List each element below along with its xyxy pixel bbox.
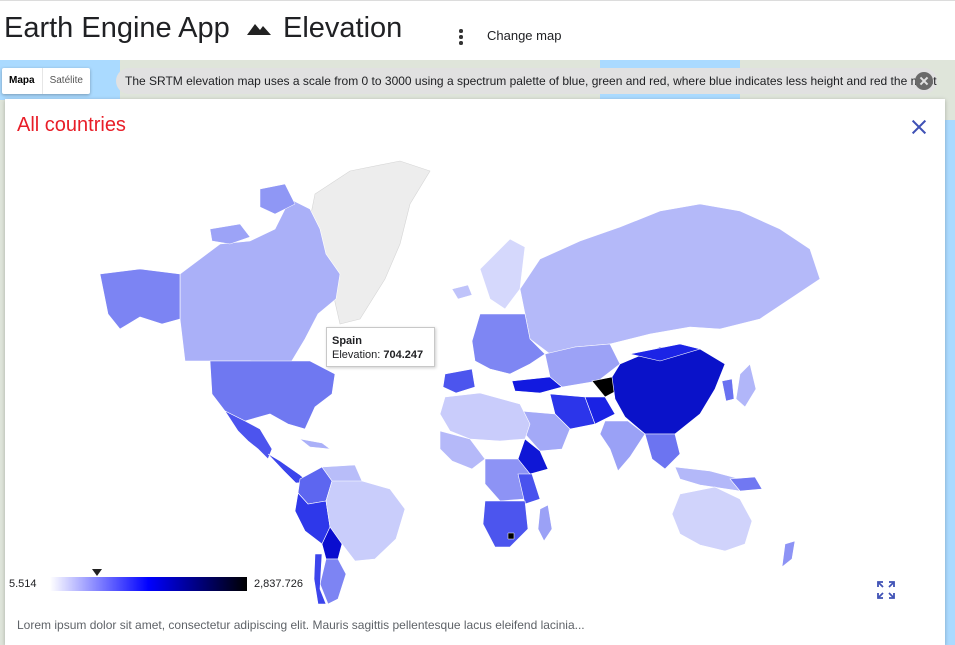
fullscreen-icon[interactable] xyxy=(877,581,895,599)
country-spain xyxy=(442,368,476,394)
country-ethiopia xyxy=(517,438,549,475)
map-type-satellite-button[interactable]: Satélite xyxy=(41,68,90,94)
card-description: Lorem ipsum dolor sit amet, consectetur … xyxy=(17,618,585,632)
info-banner: The SRTM elevation map uses a scale from… xyxy=(116,68,937,94)
country-australia xyxy=(671,486,753,552)
country-new-zealand xyxy=(781,540,796,568)
map-type-map-button[interactable]: Mapa xyxy=(9,75,35,86)
cancel-icon[interactable] xyxy=(915,72,933,90)
country-turkey xyxy=(511,376,563,394)
map-type-control: Mapa Satélite xyxy=(2,68,90,94)
chart-card: All countries xyxy=(5,99,945,645)
app-header: Earth Engine App Elevation Change map xyxy=(0,0,955,60)
tooltip-metric-label: Elevation: xyxy=(332,349,381,361)
country-brazil xyxy=(325,480,406,562)
app-title: Earth Engine App xyxy=(4,12,230,44)
legend-gradient xyxy=(50,577,247,591)
country-madagascar xyxy=(537,504,553,542)
change-map-button[interactable]: Change map xyxy=(487,28,562,43)
geo-chart-map[interactable] xyxy=(100,149,820,604)
legend-max-label: 2,837.726 xyxy=(254,578,303,590)
country-bolivia xyxy=(321,526,343,560)
country-usa xyxy=(209,360,336,430)
terrain-icon xyxy=(247,24,271,35)
legend-value-marker xyxy=(92,569,102,576)
page-title: Elevation xyxy=(283,12,403,44)
country-india xyxy=(599,420,646,472)
country-argentina xyxy=(319,558,347,604)
country-chile xyxy=(313,553,327,604)
country-africa-east xyxy=(517,473,541,505)
country-africa-west xyxy=(439,430,486,470)
tooltip-country-name: Spain xyxy=(332,335,362,347)
country-scandinavia xyxy=(479,238,526,310)
country-mexico xyxy=(224,410,273,460)
tooltip-metric: Elevation: 704.247 xyxy=(332,348,429,362)
country-afghanistan xyxy=(584,396,616,425)
close-icon[interactable] xyxy=(910,118,928,136)
country-png xyxy=(729,476,763,492)
country-alaska xyxy=(100,268,181,330)
country-russia xyxy=(519,203,820,355)
country-africa-north xyxy=(439,392,531,442)
more-vert-icon[interactable] xyxy=(449,27,471,47)
country-tooltip: Spain Elevation: 704.247 xyxy=(326,327,435,367)
info-banner-text: The SRTM elevation map uses a scale from… xyxy=(125,74,937,88)
country-japan xyxy=(735,363,757,408)
country-africa-south xyxy=(482,500,529,548)
country-mongolia xyxy=(629,343,702,362)
legend-min-label: 5.514 xyxy=(9,578,37,590)
country-china xyxy=(611,346,726,435)
country-lesotho xyxy=(507,532,515,540)
tooltip-metric-value: 704.247 xyxy=(383,349,424,361)
country-europe xyxy=(471,313,546,375)
country-canada xyxy=(179,198,341,365)
card-title: All countries xyxy=(17,114,126,136)
country-kazakhstan xyxy=(544,343,621,388)
